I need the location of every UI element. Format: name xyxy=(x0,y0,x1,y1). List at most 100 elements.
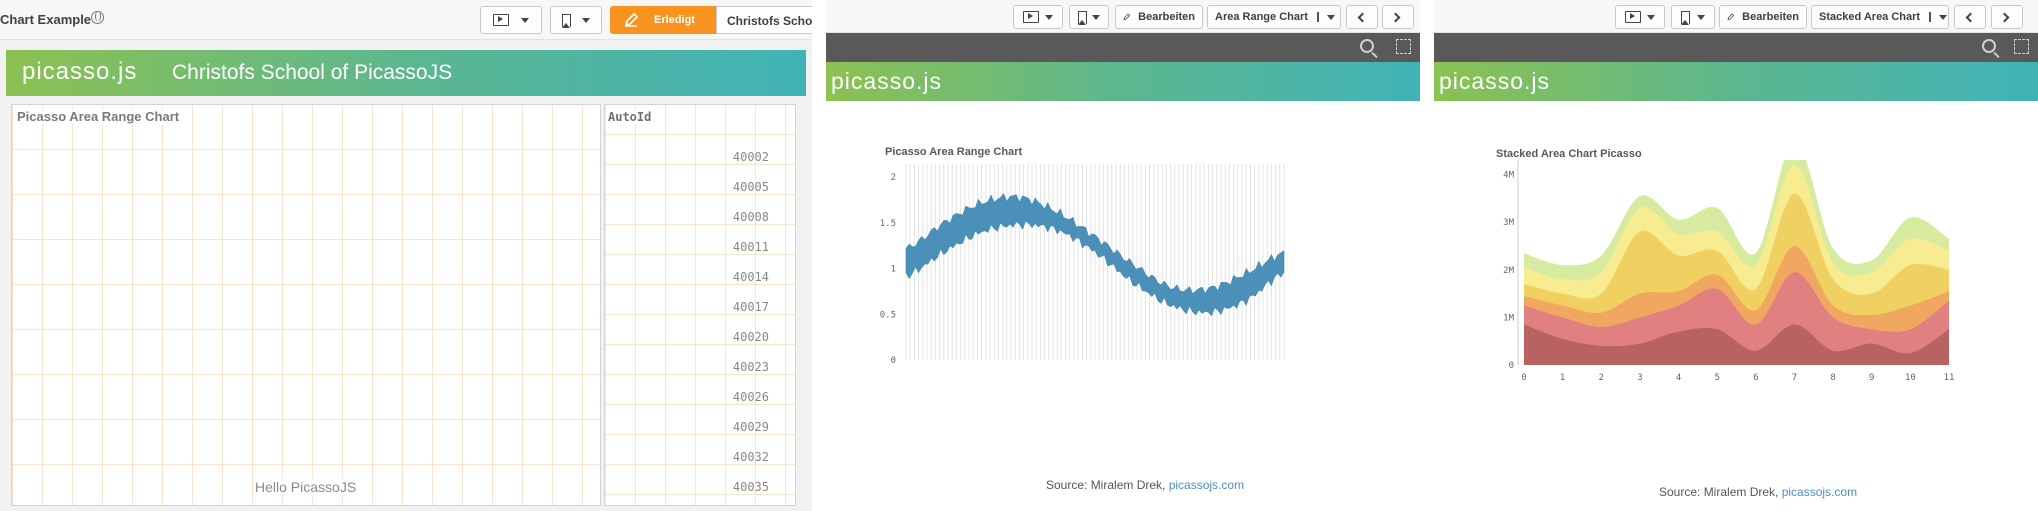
bookmark-icon xyxy=(1681,10,1691,25)
edit-button[interactable]: Bearbeiten xyxy=(1115,5,1203,29)
chevron-right-icon xyxy=(1390,12,1401,23)
stacked-area-chart[interactable]: 0 1M 2M 3M 4M 0 1 2 3 4 5 6 7 8 9 10 11 xyxy=(1474,160,1954,480)
table-object[interactable]: AutoId 40002 40005 40008 40011 40014 40017 400… xyxy=(604,104,796,506)
source-note: Source: Miralem Drek, picassojs.com xyxy=(1046,478,1244,492)
table-row[interactable]: 40023 xyxy=(732,360,769,374)
sheet-selector[interactable]: Stacked Area Chart xyxy=(1811,5,1949,29)
app-title: Chart Example xyxy=(0,12,92,27)
source-text: Source: Miralem Drek, xyxy=(1046,478,1169,492)
sheets-icon xyxy=(1316,12,1319,22)
bookmark-menu-button[interactable] xyxy=(550,6,602,34)
table-row[interactable]: 40035 xyxy=(732,480,769,494)
presentation-icon xyxy=(1023,11,1039,23)
stacked-area-series xyxy=(1524,272,1949,365)
sheet-selector[interactable]: Area Range Chart xyxy=(1207,5,1341,29)
done-button[interactable]: Erledigt xyxy=(610,6,716,34)
edit-button[interactable]: Bearbeiten xyxy=(1719,5,1807,29)
chevron-down-icon xyxy=(521,17,529,23)
presentation-menu-button[interactable] xyxy=(480,6,542,34)
picasso-logo: picasso.js xyxy=(1439,68,1550,94)
banner: picasso.js Christofs School of PicassoJS xyxy=(6,50,806,96)
previous-sheet-button[interactable] xyxy=(1954,5,1986,29)
picasso-logo: picasso.js xyxy=(831,68,942,94)
chart-title: Picasso Area Range Chart xyxy=(17,109,180,124)
chevron-down-icon xyxy=(581,17,590,23)
y-tick-label: 0 xyxy=(1509,361,1514,371)
bookmark-icon xyxy=(1078,10,1088,25)
table-body: 40002 40005 40008 40011 40014 40017 40020 40023… xyxy=(709,150,769,510)
source-link[interactable]: picassojs.com xyxy=(1781,485,1858,499)
table-row[interactable]: 40008 xyxy=(732,210,769,224)
table-row[interactable]: 40032 xyxy=(732,450,769,464)
panel-area-range-chart: Bearbeiten Area Range Chart picasso.js P… xyxy=(826,0,1420,511)
selection-tool-icon[interactable] xyxy=(2014,39,2029,54)
sheets-icon xyxy=(1929,12,1932,22)
toolbar: Bearbeiten Stacked Area Chart xyxy=(1434,0,2038,33)
banner: picasso.js xyxy=(826,62,1420,101)
search-icon[interactable] xyxy=(1982,39,1996,53)
table-row[interactable]: 40020 xyxy=(732,330,769,344)
pencil-icon xyxy=(624,13,638,27)
chevron-down-icon xyxy=(1696,14,1705,20)
chart-object[interactable]: Picasso Area Range Chart Hello PicassoJS xyxy=(11,104,601,506)
panel-edit-mode: Chart Example Erledigt Christofs School … xyxy=(0,0,812,511)
stacked-area-series xyxy=(1524,324,1949,365)
bookmark-icon xyxy=(562,13,572,28)
presentation-icon xyxy=(1625,11,1641,23)
chevron-left-icon xyxy=(1965,12,1976,23)
next-sheet-button[interactable] xyxy=(1382,5,1414,29)
x-tick-label: 3 xyxy=(1637,373,1642,383)
panel-stacked-area-chart: Bearbeiten Stacked Area Chart picasso.js… xyxy=(1434,0,2038,511)
x-tick-label: 5 xyxy=(1714,373,1719,383)
selection-tool-icon[interactable] xyxy=(1396,39,1411,54)
edit-label: Bearbeiten xyxy=(1138,11,1195,23)
globe-icon xyxy=(91,11,104,24)
x-tick-label: 0 xyxy=(1521,373,1526,383)
table-row[interactable]: 40005 xyxy=(732,180,769,194)
x-tick-label: 1 xyxy=(1560,373,1565,383)
y-tick-label: 1.5 xyxy=(880,219,896,229)
chevron-down-icon xyxy=(1091,14,1100,20)
chart-message: Hello PicassoJS xyxy=(255,479,357,495)
chevron-down-icon xyxy=(1939,14,1948,20)
toolbar: Bearbeiten Area Range Chart xyxy=(826,0,1420,33)
range-area xyxy=(905,193,1285,317)
search-icon[interactable] xyxy=(1360,39,1374,53)
x-tick-label: 2 xyxy=(1599,373,1604,383)
bookmark-menu-button[interactable] xyxy=(1069,5,1109,29)
presentation-menu-button[interactable] xyxy=(1615,5,1665,29)
edit-label: Bearbeiten xyxy=(1742,11,1799,23)
table-row[interactable]: 40011 xyxy=(732,240,769,254)
next-sheet-button[interactable] xyxy=(1991,5,2023,29)
done-label: Erledigt xyxy=(654,14,695,26)
presentation-icon xyxy=(493,14,509,26)
y-tick-label: 1 xyxy=(891,265,896,275)
pencil-icon xyxy=(1123,13,1131,21)
source-note: Source: Miralem Drek, picassojs.com xyxy=(1659,485,1857,499)
area-range-chart[interactable]: 0 0.5 1 1.5 2 xyxy=(866,160,1346,480)
selection-bar xyxy=(1434,33,2038,62)
selection-bar xyxy=(826,33,1420,62)
sheet-tab[interactable]: Christofs School of PicassoJS xyxy=(716,6,812,34)
chart-title: Picasso Area Range Chart xyxy=(885,146,1023,158)
source-link[interactable]: picassojs.com xyxy=(1168,478,1245,492)
previous-sheet-button[interactable] xyxy=(1346,5,1378,29)
bookmark-menu-button[interactable] xyxy=(1671,5,1715,29)
table-row[interactable]: 40014 xyxy=(732,270,769,284)
sheet-label: Area Range Chart xyxy=(1215,11,1308,23)
y-tick-label: 2 xyxy=(891,173,896,183)
chevron-left-icon xyxy=(1357,12,1368,23)
y-tick-label: 0.5 xyxy=(880,310,896,320)
table-row[interactable]: 40026 xyxy=(732,390,769,404)
chart-title: Stacked Area Chart Picasso xyxy=(1496,148,1642,160)
presentation-menu-button[interactable] xyxy=(1013,5,1063,29)
x-tick-label: 7 xyxy=(1792,373,1797,383)
table-row[interactable]: 40002 xyxy=(732,150,769,164)
chevron-right-icon xyxy=(1999,12,2010,23)
table-row[interactable]: 40017 xyxy=(732,300,769,314)
pencil-icon xyxy=(1727,13,1735,21)
table-row[interactable]: 40029 xyxy=(732,420,769,434)
table-header-autoid: AutoId xyxy=(608,110,652,124)
x-tick-label: 11 xyxy=(1944,373,1954,383)
y-tick-label: 2M xyxy=(1503,266,1514,276)
